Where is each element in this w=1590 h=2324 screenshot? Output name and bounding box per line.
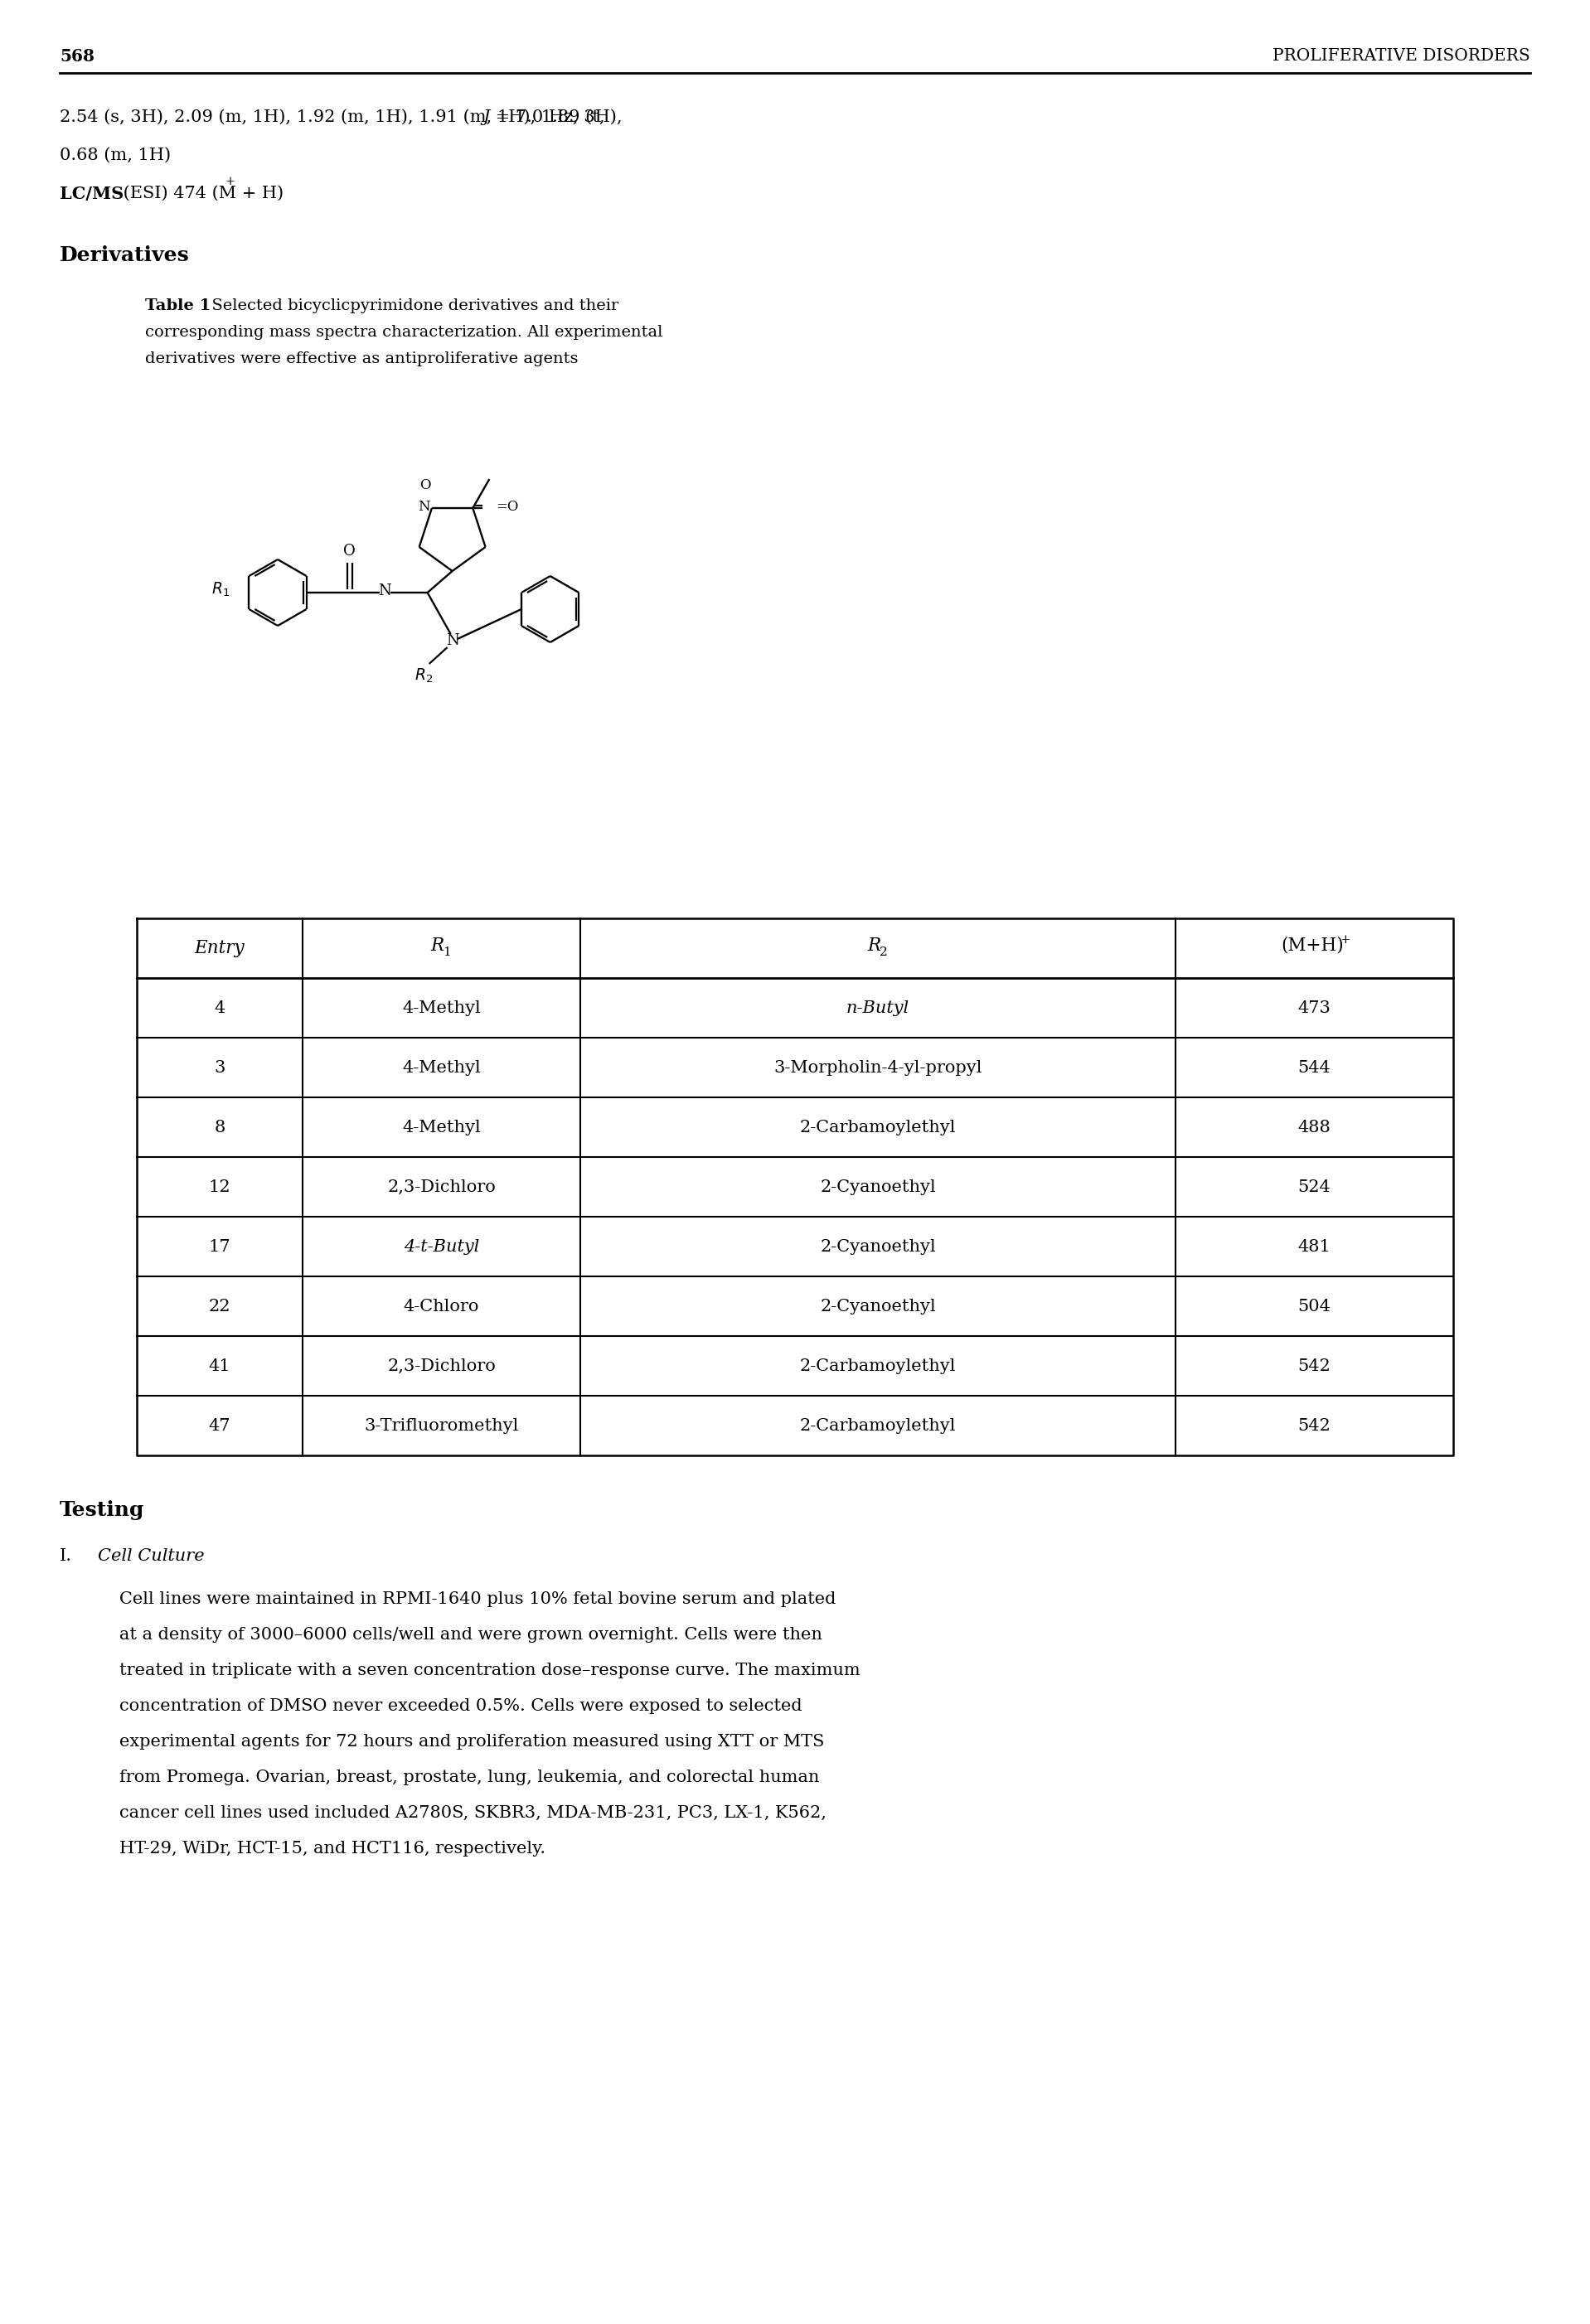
Text: 2.54 (s, 3H), 2.09 (m, 1H), 1.92 (m, 1H), 1.91 (m, 1H), 1.89 (t,: 2.54 (s, 3H), 2.09 (m, 1H), 1.92 (m, 1H)…	[60, 109, 611, 125]
Text: 17: 17	[208, 1239, 231, 1255]
Text: 2-Carbamoylethyl: 2-Carbamoylethyl	[800, 1120, 956, 1134]
Text: treated in triplicate with a seven concentration dose–response curve. The maximu: treated in triplicate with a seven conce…	[119, 1662, 860, 1678]
Text: R: R	[867, 937, 881, 955]
Text: 4: 4	[215, 999, 226, 1016]
Text: $R_1$: $R_1$	[211, 581, 229, 597]
Text: +: +	[1340, 934, 1350, 946]
Text: 41: 41	[208, 1357, 231, 1373]
Text: N: N	[378, 583, 391, 597]
Text: 481: 481	[1297, 1239, 1331, 1255]
Text: Table 1: Table 1	[145, 297, 211, 314]
Text: 542: 542	[1297, 1418, 1331, 1434]
Text: 22: 22	[208, 1299, 231, 1313]
Text: I.: I.	[60, 1548, 72, 1564]
Text: 4-Methyl: 4-Methyl	[402, 1120, 480, 1134]
Text: 12: 12	[208, 1178, 231, 1195]
Text: Selected bicyclicpyrimidone derivatives and their: Selected bicyclicpyrimidone derivatives …	[202, 297, 619, 314]
Text: 3-Morpholin-4-yl-propyl: 3-Morpholin-4-yl-propyl	[774, 1060, 983, 1076]
Text: 4-t-Butyl: 4-t-Butyl	[404, 1239, 479, 1255]
Text: HT-29, WiDr, HCT-15, and HCT116, respectively.: HT-29, WiDr, HCT-15, and HCT116, respect…	[119, 1841, 545, 1857]
Text: Cell lines were maintained in RPMI-1640 plus 10% fetal bovine serum and plated: Cell lines were maintained in RPMI-1640 …	[119, 1592, 836, 1608]
Text: 2-Cyanoethyl: 2-Cyanoethyl	[820, 1239, 937, 1255]
Text: $R_2$: $R_2$	[413, 667, 432, 686]
Text: 4-Methyl: 4-Methyl	[402, 1060, 480, 1076]
Text: PROLIFERATIVE DISORDERS: PROLIFERATIVE DISORDERS	[1272, 49, 1530, 63]
Text: R: R	[431, 937, 444, 955]
Text: from Promega. Ovarian, breast, prostate, lung, leukemia, and colorectal human: from Promega. Ovarian, breast, prostate,…	[119, 1769, 819, 1785]
Text: Cell Culture: Cell Culture	[99, 1548, 205, 1564]
Text: 488: 488	[1297, 1120, 1331, 1134]
Text: 473: 473	[1297, 999, 1331, 1016]
Text: 2-Cyanoethyl: 2-Cyanoethyl	[820, 1299, 937, 1313]
Text: Derivatives: Derivatives	[60, 246, 189, 265]
Text: concentration of DMSO never exceeded 0.5%. Cells were exposed to selected: concentration of DMSO never exceeded 0.5…	[119, 1699, 801, 1715]
Text: N: N	[418, 500, 431, 514]
Text: 47: 47	[208, 1418, 231, 1434]
Text: (M+H): (M+H)	[1282, 937, 1344, 955]
Text: 0.68 (m, 1H): 0.68 (m, 1H)	[60, 146, 170, 163]
Text: 1: 1	[444, 946, 452, 957]
Text: at a density of 3000–6000 cells/well and were grown overnight. Cells were then: at a density of 3000–6000 cells/well and…	[119, 1627, 822, 1643]
Text: 2,3-Dichloro: 2,3-Dichloro	[388, 1357, 496, 1373]
Text: corresponding mass spectra characterization. All experimental: corresponding mass spectra characterizat…	[145, 325, 663, 339]
Text: 4-Chloro: 4-Chloro	[404, 1299, 479, 1313]
Text: = 7.0 Hz, 3H),: = 7.0 Hz, 3H),	[490, 109, 622, 125]
Text: 2,3-Dichloro: 2,3-Dichloro	[388, 1178, 496, 1195]
Text: 2-Carbamoylethyl: 2-Carbamoylethyl	[800, 1418, 956, 1434]
Text: 2-Carbamoylethyl: 2-Carbamoylethyl	[800, 1357, 956, 1373]
Text: 2: 2	[879, 946, 887, 957]
Text: 568: 568	[60, 49, 94, 65]
Text: O: O	[420, 479, 431, 493]
Text: Entry: Entry	[194, 939, 245, 957]
Text: O: O	[343, 544, 356, 558]
Text: n-Butyl: n-Butyl	[846, 999, 909, 1016]
Text: 4-Methyl: 4-Methyl	[402, 999, 480, 1016]
Text: 524: 524	[1297, 1178, 1331, 1195]
Text: (ESI) 474 (M + H): (ESI) 474 (M + H)	[118, 186, 283, 202]
Text: J: J	[483, 109, 490, 125]
Text: experimental agents for 72 hours and proliferation measured using XTT or MTS: experimental agents for 72 hours and pro…	[119, 1734, 824, 1750]
Text: 8: 8	[215, 1120, 226, 1134]
Text: +: +	[224, 177, 235, 188]
Text: 3: 3	[215, 1060, 226, 1076]
Text: 542: 542	[1297, 1357, 1331, 1373]
Text: 504: 504	[1297, 1299, 1331, 1313]
Text: Testing: Testing	[60, 1501, 145, 1520]
Text: 544: 544	[1297, 1060, 1331, 1076]
Text: derivatives were effective as antiproliferative agents: derivatives were effective as antiprolif…	[145, 351, 579, 367]
Text: cancer cell lines used included A2780S, SKBR3, MDA-MB-231, PC3, LX-1, K562,: cancer cell lines used included A2780S, …	[119, 1806, 827, 1822]
Text: N: N	[445, 632, 460, 648]
Text: 2-Cyanoethyl: 2-Cyanoethyl	[820, 1178, 937, 1195]
Text: LC/MS: LC/MS	[60, 186, 124, 202]
Text: 3-Trifluoromethyl: 3-Trifluoromethyl	[364, 1418, 518, 1434]
Text: =O: =O	[496, 500, 518, 514]
